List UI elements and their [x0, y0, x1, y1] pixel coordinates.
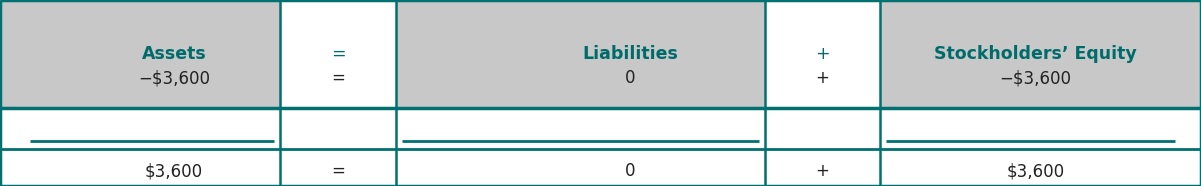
Text: +: +	[815, 69, 830, 87]
Text: Liabilities: Liabilities	[582, 45, 679, 63]
Text: =: =	[331, 45, 346, 63]
Bar	[0, 0, 1201, 108]
Bar	[765, 0, 880, 186]
Text: 0: 0	[626, 162, 635, 180]
Text: Stockholders’ Equity: Stockholders’ Equity	[934, 45, 1136, 63]
Bar	[280, 0, 396, 186]
Text: =: =	[331, 69, 346, 87]
Text: −$3,600: −$3,600	[138, 69, 210, 87]
Text: $3,600: $3,600	[1006, 162, 1064, 180]
Text: =: =	[331, 162, 346, 180]
Text: $3,600: $3,600	[145, 162, 203, 180]
Text: +: +	[815, 45, 830, 63]
Text: Assets: Assets	[142, 45, 207, 63]
Text: 0: 0	[626, 69, 635, 87]
Text: −$3,600: −$3,600	[999, 69, 1071, 87]
Text: +: +	[815, 162, 830, 180]
